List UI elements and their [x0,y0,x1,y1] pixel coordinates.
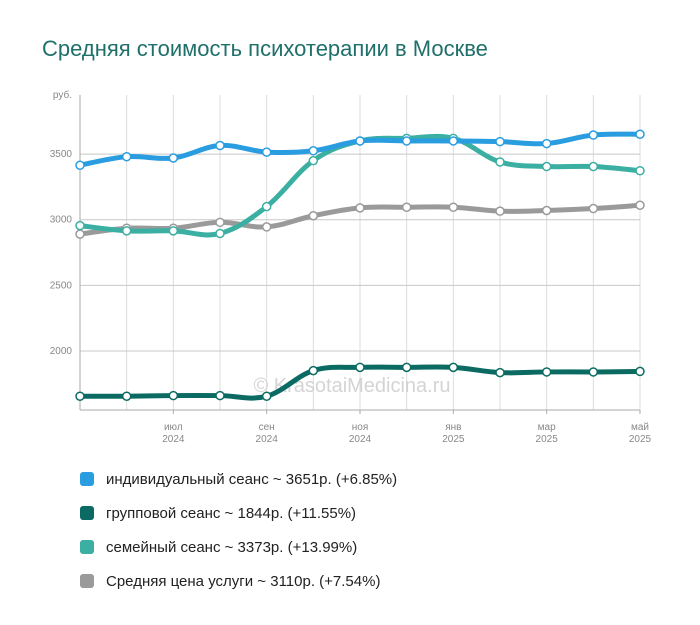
data-point [495,136,505,147]
data-point [588,367,599,377]
data-point [401,362,412,373]
data-point [261,391,272,401]
data-point [308,211,319,221]
x-tick-label-year: 2025 [629,434,652,445]
data-point [588,203,599,214]
x-tick-label-month: мар [538,422,556,433]
legend-item-group[interactable]: групповой сеанс ~ 1844р. (+11.55%) [80,496,397,530]
line-chart: 2000250030003500руб.июл2024сен2024ноя202… [50,89,652,445]
y-tick-label: 3500 [50,149,73,160]
legend-label: семейный сеанс ~ 3373р. (+13.99%) [106,538,358,556]
data-point [495,157,505,167]
data-point [541,138,552,149]
data-point [75,220,85,231]
legend-swatch [80,574,94,588]
data-point [308,146,319,156]
data-point [215,390,225,401]
data-point [635,165,645,176]
chart-title: Средняя стоимость психотерапии в Москве [42,36,488,61]
data-point [541,205,552,216]
y-unit-label: руб. [53,89,72,101]
legend-label: Средняя цена услуги ~ 3110р. (+7.54%) [106,572,381,590]
legend-label: групповой сеанс ~ 1844р. (+11.55%) [106,504,357,522]
x-tick-label-year: 2024 [349,434,372,445]
legend-item-family[interactable]: семейный сеанс ~ 3373р. (+13.99%) [80,530,397,564]
data-point [448,136,459,146]
data-point [495,367,505,378]
data-point [121,391,132,401]
data-point [75,391,85,401]
data-point [215,228,225,239]
data-point [588,130,599,140]
x-tick-label-year: 2024 [256,434,279,445]
data-point [448,202,459,212]
y-tick-label: 3000 [50,215,73,226]
data-point [588,161,599,172]
x-tick-label-month: янв [445,422,461,433]
data-point [635,366,645,377]
data-point [75,229,85,239]
data-point [448,362,459,373]
data-point [308,155,319,166]
data-point [168,153,179,163]
series-1 [75,362,645,401]
legend-label: индивидуальный сеанс ~ 3651р. (+6.85%) [106,470,398,488]
y-tick-label: 2500 [50,280,73,291]
data-point [401,136,412,146]
legend-item-average[interactable]: Средняя цена услуги ~ 3110р. (+7.54%) [80,564,397,598]
data-point [308,365,319,376]
data-point [261,201,272,212]
data-point [635,200,645,210]
data-point [215,217,225,228]
x-tick-label-month: сен [259,422,275,433]
data-point [121,151,132,162]
data-point [261,147,272,157]
data-point [261,222,272,232]
x-tick-label-year: 2025 [442,434,465,445]
series-0 [75,129,645,170]
x-tick-label-year: 2024 [162,434,185,445]
data-point [635,129,645,139]
legend-swatch [80,472,94,486]
data-point [168,390,179,401]
y-tick-label: 2000 [50,346,73,357]
data-point [168,226,179,236]
legend-swatch [80,506,94,520]
data-point [75,160,85,170]
data-point [355,203,365,213]
x-tick-label-year: 2025 [536,434,559,445]
data-point [495,206,505,216]
data-point [541,367,552,377]
data-point [215,140,225,151]
x-tick-label-month: ноя [352,422,369,433]
chart-legend: индивидуальный сеанс ~ 3651р. (+6.85%) г… [80,462,397,598]
legend-item-individual[interactable]: индивидуальный сеанс ~ 3651р. (+6.85%) [80,462,397,496]
legend-swatch [80,540,94,554]
data-point [121,226,132,236]
x-tick-label-month: май [631,422,649,433]
data-point [541,161,552,172]
data-point [355,362,365,373]
data-point [401,202,412,212]
watermark: © KrasotaiMedicina.ru [253,375,450,397]
data-point [355,136,365,146]
x-tick-label-month: июл [164,422,183,433]
